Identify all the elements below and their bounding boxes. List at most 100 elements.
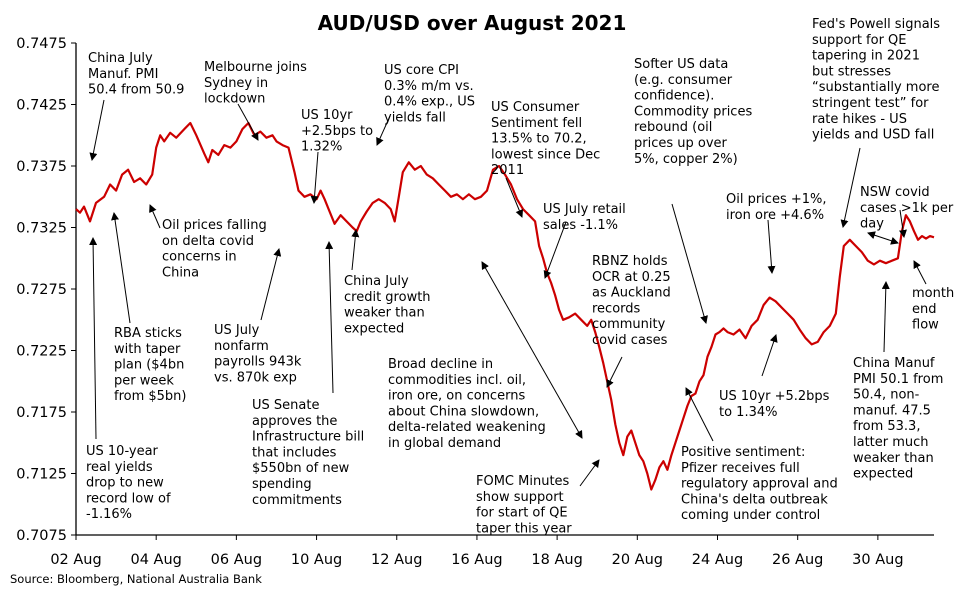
y-tick-label: 0.7125 — [16, 467, 67, 483]
annotation-text: RBNZ holds OCR at 0.25 as Auckland records c… — [592, 254, 671, 348]
annotation-arrow — [913, 260, 927, 285]
annotation-line: PMI 50.1 from — [853, 372, 943, 387]
annotation-line: flow — [912, 318, 939, 333]
annotation-text: China Manuf PMI 50.1 from 50.4, non-manuf.… — [853, 356, 943, 482]
annotation-line: -1.16% — [86, 507, 132, 522]
annotation-line: in global demand — [388, 436, 501, 451]
annotation-line: end — [912, 302, 937, 317]
annotation-line: plan ($4bn — [114, 358, 184, 373]
annotation-line: latter much — [853, 435, 929, 450]
annotation-line: that includes — [252, 445, 337, 460]
x-tick-label: 24 Aug — [692, 552, 743, 568]
annotation-line: expected — [853, 467, 913, 482]
annotation-line: regulatory approval and — [681, 477, 838, 492]
annotation-text: Oil prices falling on delta covid concerns… — [162, 218, 267, 280]
annotation-line: confidence). — [634, 89, 714, 104]
annotation-line: China July — [344, 274, 409, 289]
y-tick-label: 0.7375 — [16, 159, 67, 175]
annotation-line: covid cases — [592, 333, 668, 348]
annotation-line: 50.4 from 50.9 — [88, 83, 184, 98]
x-tick-label: 30 Aug — [852, 552, 903, 568]
annotation-line: US 10yr +5.2bps — [719, 389, 830, 404]
annotation-line: weaker than — [853, 451, 934, 466]
annotation-line: lowest since Dec — [491, 147, 600, 162]
annotation-line: from 53.3, — [853, 419, 920, 434]
annotation-line: commitments — [252, 493, 342, 508]
y-tick-label: 0.7225 — [16, 344, 67, 360]
annotation-text: Broad decline in commodities incl. oil, ir… — [388, 357, 546, 451]
annotation-line: RBNZ holds — [592, 254, 668, 269]
annotation-line: as Auckland — [592, 286, 671, 301]
annotation-line: Infrastructure bill — [252, 430, 364, 445]
annotation-arrows — [89, 99, 927, 487]
y-axis: 0.7475 0.7425 0.7375 0.7325 0.7275 0.7225 0.71… — [16, 36, 76, 544]
annotation-arrow — [840, 147, 861, 228]
annotation-arrow — [260, 248, 282, 321]
annotation-arrow — [867, 231, 899, 245]
annotation-arrow — [89, 237, 98, 440]
annotation-text: US 10-year real yields drop to new record l… — [86, 444, 171, 522]
annotation-line: delta-related weakening — [388, 420, 546, 435]
annotation-line: 1.32% — [301, 140, 342, 155]
annotation-line: to 1.34% — [719, 405, 777, 420]
annotation-line: yields and USD fall — [812, 128, 934, 143]
annotation-line: record low of — [86, 491, 171, 506]
x-tick-label: 10 Aug — [291, 552, 342, 568]
annotation-text: US July nonfarm payrolls 943k vs. 870k exp — [214, 323, 302, 385]
annotation-line: Positive sentiment: — [681, 445, 805, 460]
annotation-line: for start of QE — [476, 506, 568, 521]
annotation-line: records — [592, 301, 641, 316]
source-note: Source: Bloomberg, National Australia Ba… — [10, 572, 262, 586]
series-line — [75, 121, 935, 491]
annotation-line: about China slowdown, — [388, 404, 539, 419]
annotation-line: stringent test” for — [812, 96, 929, 111]
annotation-text: China July Manuf. PMI 50.4 from 50.9 — [88, 51, 184, 98]
annotation-line: OCR at 0.25 — [592, 270, 671, 285]
annotations: China July Manuf. PMI 50.4 from 50.9 Melbou… — [86, 17, 954, 536]
y-tick-label: 0.7075 — [16, 528, 67, 544]
x-axis: 02 Aug 04 Aug 06 Aug 10 Aug 12 Aug 16 Aug 18 A… — [50, 535, 904, 568]
annotation-line: Softer US data — [634, 57, 728, 72]
x-tick-label: 18 Aug — [531, 552, 582, 568]
annotation-arrow — [376, 115, 391, 146]
annotation-line: prices up over — [634, 136, 728, 151]
annotation-line: from $5bn) — [114, 389, 187, 404]
x-tick-label: 12 Aug — [371, 552, 422, 568]
annotation-line: +2.5bps to — [301, 124, 373, 139]
annotation-line: Melbourne joins — [204, 60, 307, 75]
annotation-line: yields fall — [384, 110, 446, 125]
annotation-arrow — [579, 459, 600, 487]
annotation-arrow — [606, 356, 623, 388]
annotation-line: (e.g. consumer — [634, 73, 733, 88]
annotation-line: expected — [344, 321, 404, 336]
annotation-line: China — [162, 265, 199, 280]
annotation-arrow — [761, 334, 778, 377]
annotation-arrow — [89, 99, 105, 161]
annotation-line: $550bn of new — [252, 461, 350, 476]
annotation-line: real yields — [86, 460, 153, 475]
annotation-line: spending — [252, 477, 312, 492]
annotation-line: vs. 870k exp — [214, 370, 297, 385]
annotation-line: on delta covid — [162, 234, 254, 249]
series-layer — [75, 121, 935, 491]
x-tick-label: 26 Aug — [772, 552, 823, 568]
annotation-line: weaker than — [344, 306, 425, 321]
annotation-line: US Senate — [252, 398, 319, 413]
annotation-line: month — [912, 286, 954, 301]
y-tick-label: 0.7425 — [16, 98, 67, 114]
annotation-line: taper this year — [476, 521, 572, 536]
y-tick-label: 0.7325 — [16, 221, 67, 237]
annotation-line: US 10-year — [86, 444, 159, 459]
annotation-arrow — [111, 212, 131, 324]
annotation-arrow — [237, 103, 259, 141]
annotation-line: but stresses — [812, 64, 891, 79]
annotation-text: US 10yr +2.5bps to 1.32% — [301, 108, 373, 155]
annotation-line: cases >1k per — [860, 201, 954, 216]
annotation-line: Broad decline in — [388, 357, 493, 372]
annotation-line: 50.4, non- — [853, 388, 920, 403]
annotation-line: RBA sticks — [114, 326, 182, 341]
annotation-line: 0.4% exp., US — [384, 95, 475, 110]
x-tick-label: 16 Aug — [451, 552, 502, 568]
annotation-line: community — [592, 317, 666, 332]
